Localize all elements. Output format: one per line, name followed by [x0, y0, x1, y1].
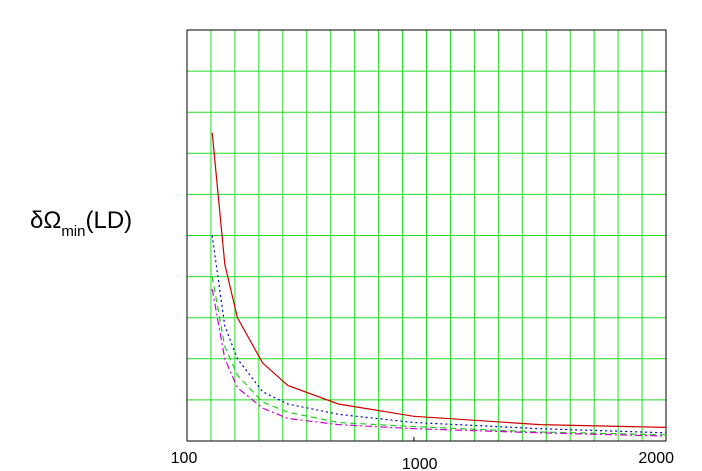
- x-tick-label: 2000: [638, 450, 674, 467]
- series-line: [211, 235, 667, 434]
- y-label-sub: min: [61, 223, 85, 240]
- y-axis-label: δΩmin(LD): [30, 207, 132, 240]
- series-line: [211, 132, 667, 428]
- y-label-suffix: (LD): [85, 207, 132, 234]
- x-tick-label: 1000: [402, 456, 438, 471]
- x-tick-label: 100: [171, 450, 198, 467]
- series-line: [211, 288, 667, 437]
- plot-frame: [186, 29, 667, 442]
- y-label-main: δΩ: [30, 207, 61, 234]
- series-line: [211, 276, 667, 436]
